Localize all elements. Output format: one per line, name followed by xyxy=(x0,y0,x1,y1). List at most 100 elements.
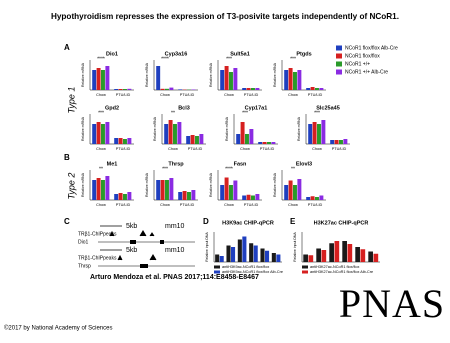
bar xyxy=(267,142,271,144)
legend-label: antiH3K27ac-NCoR1 flox/flox Alb-Cre xyxy=(310,270,373,274)
chart-title: Gpd2 xyxy=(105,105,119,111)
bar xyxy=(225,66,229,90)
bar xyxy=(242,237,246,263)
significance: *** xyxy=(290,56,296,62)
bar xyxy=(220,70,224,90)
bar xyxy=(123,194,127,200)
bar xyxy=(187,192,191,200)
x-tick-label: Chow xyxy=(224,203,234,207)
legend-swatch xyxy=(214,266,220,269)
bar xyxy=(231,247,235,262)
bar xyxy=(306,197,310,200)
bar xyxy=(119,138,123,144)
journal-logo: PNAS xyxy=(339,281,445,326)
bar xyxy=(123,139,127,144)
bar xyxy=(315,197,319,200)
track-label: TRβ1-ChIPpeaks xyxy=(78,255,117,261)
significance: *** xyxy=(226,56,232,62)
chart-title: H3K9ac CHIP-qPCR xyxy=(222,220,274,226)
x-tick-label: PTU/LID xyxy=(116,93,131,97)
x-tick-label: PTU/LID xyxy=(180,93,195,97)
significance: ** xyxy=(171,110,175,116)
bar xyxy=(289,68,293,90)
exon xyxy=(130,240,136,244)
x-tick-label: Chow xyxy=(160,203,170,207)
chart-title: Sult5a1 xyxy=(230,51,250,57)
bar xyxy=(339,140,343,144)
x-tick-label: Chow xyxy=(288,203,298,207)
bar xyxy=(226,246,230,263)
bar xyxy=(263,142,267,144)
bar xyxy=(284,70,288,90)
slide-title: Hypothyroidism represses the expression … xyxy=(51,12,399,21)
significance: **** xyxy=(161,56,169,62)
bar xyxy=(178,192,182,200)
bar xyxy=(249,129,253,144)
y-axis-label: Relative mRNA xyxy=(153,116,157,141)
bar xyxy=(92,180,96,200)
genome-browser: 5kb mm10 TRβ1-ChIPpeaks Dio1 5kb mm10 TR… xyxy=(78,223,195,269)
bar xyxy=(114,89,118,90)
legend-swatch xyxy=(302,266,308,269)
x-tick-label: PTU/LID xyxy=(332,147,347,151)
chart-title: Ptgds xyxy=(296,51,311,57)
bar xyxy=(311,87,315,90)
significance: **** xyxy=(97,56,105,62)
bar xyxy=(251,88,255,90)
scale-label: 5kb xyxy=(126,223,137,230)
x-tick-label: PTU/LID xyxy=(180,203,195,207)
chart-title: Cyp17a1 xyxy=(245,105,268,111)
panel-label: E xyxy=(290,217,296,226)
bar xyxy=(114,194,118,200)
x-tick-label: PTU/LID xyxy=(116,147,131,151)
bar xyxy=(97,68,101,90)
genome-label: mm10 xyxy=(165,223,185,230)
bar xyxy=(297,70,301,90)
peaks xyxy=(118,255,156,260)
x-tick-label: Chow xyxy=(224,93,234,97)
chart-title: H3K27ac CHIP-qPCR xyxy=(314,220,369,226)
bar xyxy=(329,243,334,262)
bar xyxy=(330,140,334,144)
bar xyxy=(348,244,353,262)
gene-label: Dio1 xyxy=(78,239,89,245)
x-tick-label: Chow xyxy=(240,147,250,151)
citation: Arturo Mendoza et al. PNAS 2017;114:E845… xyxy=(90,274,259,281)
legend-swatch xyxy=(336,62,342,67)
type-label: Type 1 xyxy=(66,87,76,114)
bar xyxy=(242,196,246,201)
x-tick-label: Chow xyxy=(288,93,298,97)
legend-swatch xyxy=(336,54,342,59)
y-axis-label: Relative mRNA xyxy=(209,62,213,87)
bar xyxy=(272,253,276,262)
bar xyxy=(123,89,127,90)
x-tick-label: PTU/LID xyxy=(116,203,131,207)
y-axis-label: Relative mRNA xyxy=(225,116,229,141)
bar xyxy=(236,134,240,144)
bar xyxy=(105,66,109,90)
bar xyxy=(186,136,190,144)
bar xyxy=(311,196,315,200)
panel-label: D xyxy=(203,217,209,226)
y-axis-label: Relative mRNA xyxy=(273,172,277,197)
bar xyxy=(233,181,237,201)
bar xyxy=(319,88,323,90)
bar xyxy=(225,178,229,201)
bar xyxy=(233,68,237,90)
bar xyxy=(374,254,379,262)
bar xyxy=(313,122,317,144)
bar xyxy=(127,89,131,90)
bar xyxy=(97,178,101,200)
bar xyxy=(199,134,203,144)
y-axis-label: Relative input DNA xyxy=(293,232,297,262)
peaks xyxy=(110,231,154,236)
bar xyxy=(284,185,288,200)
x-tick-label: Chow xyxy=(160,93,170,97)
bar xyxy=(156,66,160,90)
bar xyxy=(260,249,264,263)
bar xyxy=(355,247,360,262)
bar xyxy=(306,88,310,90)
bar xyxy=(169,88,173,90)
x-tick-label: Chow xyxy=(168,147,178,151)
